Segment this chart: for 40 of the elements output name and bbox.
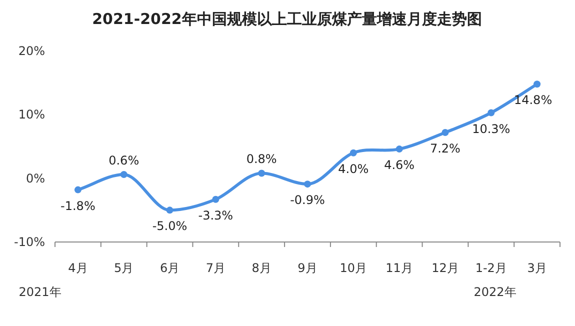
data-label: 10.3%	[472, 122, 510, 136]
data-label: 14.8%	[514, 93, 552, 108]
x-tick-label: 7月	[206, 261, 226, 275]
chart-title: 2021-2022年中国规模以上工业原煤产量增速月度走势图	[92, 10, 482, 28]
y-tick-label: -10%	[14, 235, 45, 249]
data-label: -1.8%	[60, 198, 96, 213]
x-tick-label: 5月	[114, 261, 134, 275]
point	[396, 146, 403, 153]
point	[166, 206, 174, 214]
x-tick-label: 8月	[252, 261, 272, 275]
x-tick-label: 10月	[340, 261, 368, 275]
x-tick-label: 9月	[298, 261, 318, 275]
x-tick-label: 4月	[68, 261, 88, 275]
data-label: 0.6%	[108, 154, 140, 168]
y-tick-label: 10%	[18, 108, 45, 122]
point	[534, 80, 541, 88]
point	[74, 186, 82, 194]
point	[212, 196, 220, 203]
x-tick-label: 11月	[386, 261, 413, 275]
point	[304, 180, 311, 188]
data-label: 4.6%	[384, 158, 415, 172]
data-label: 0.8%	[246, 152, 277, 166]
text: 2022年	[474, 285, 516, 299]
data-label: -3.3%	[198, 208, 234, 222]
y-tick-label: 20%	[18, 44, 45, 58]
x-tick-label: 3月	[527, 261, 547, 275]
text: 2021年	[18, 285, 62, 299]
data-label: 7.2%	[430, 141, 460, 156]
data-label: -0.9%	[290, 193, 325, 208]
point	[258, 170, 266, 177]
point	[442, 128, 449, 136]
point	[488, 109, 495, 116]
point	[350, 149, 357, 156]
data-label: 4.0%	[338, 162, 369, 176]
x-tick-label: 12月	[432, 261, 459, 275]
point	[120, 171, 128, 178]
y-tick-label: 0%	[26, 171, 45, 186]
x-tick-label: 1-2月	[475, 261, 507, 275]
data-label: -5.0%	[152, 219, 188, 234]
x-tick-label: 6月	[160, 261, 180, 275]
